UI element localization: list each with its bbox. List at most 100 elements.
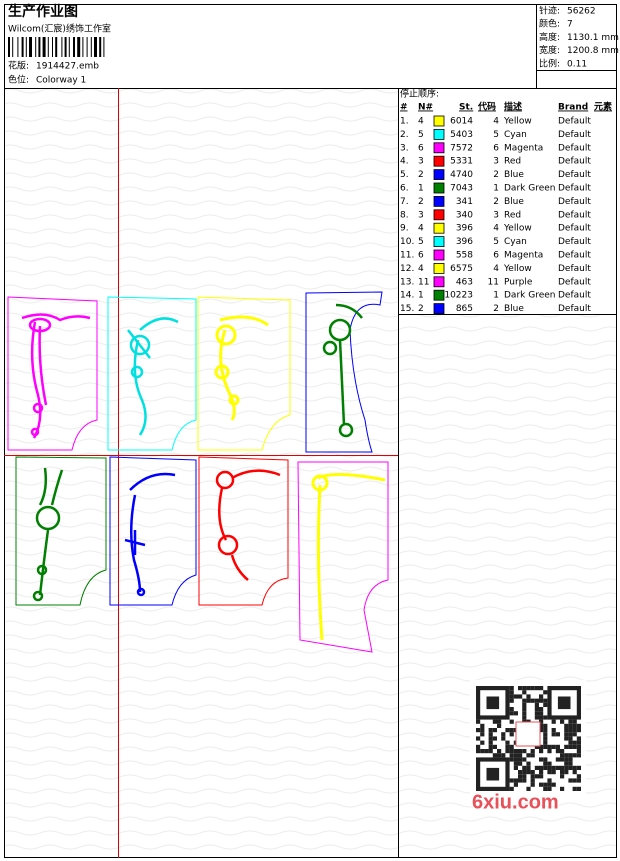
qr-cell — [534, 744, 539, 749]
colorway: Colorway 1 — [36, 76, 86, 86]
row-stitches: 10223 — [444, 291, 473, 301]
row-brand: Default — [558, 184, 591, 194]
row-desc: Purple — [504, 277, 533, 287]
row-stitches: 396 — [456, 224, 473, 234]
qr-cell — [522, 690, 527, 695]
qr-cell — [518, 694, 523, 699]
qr-cell — [547, 761, 552, 766]
row-stitches: 341 — [456, 197, 473, 207]
barcode-bar — [86, 37, 88, 57]
stat-value: 1200.8 mm — [567, 46, 619, 56]
barcode-bar — [68, 37, 70, 57]
qr-cell — [518, 753, 523, 758]
qr-cell — [513, 765, 518, 770]
color-swatch — [433, 169, 445, 181]
qr-cell — [576, 774, 581, 779]
barcode-bar — [35, 37, 37, 57]
barcode-bar — [25, 37, 27, 57]
qr-cell — [539, 757, 544, 762]
row-brand: Default — [558, 130, 591, 140]
qr-cell — [484, 749, 489, 754]
qr-cell — [576, 753, 581, 758]
qr-cell — [530, 778, 535, 783]
qr-cell — [551, 765, 556, 770]
qr-cell — [551, 744, 556, 749]
qr-cell — [522, 778, 527, 783]
qr-cell — [534, 702, 539, 707]
qr-cell — [501, 736, 506, 741]
barcode-bar — [94, 37, 97, 57]
qr-cell — [572, 740, 577, 745]
qr-cell — [518, 770, 523, 775]
qr-cell — [576, 736, 581, 741]
column-header: # — [400, 103, 408, 113]
barcode-bar — [29, 37, 32, 57]
design: 1914427.emb — [36, 62, 99, 72]
qr-cell — [560, 753, 565, 758]
embroidery-layout — [7, 291, 389, 653]
qr-cell — [539, 698, 544, 703]
qr-cell — [576, 749, 581, 754]
row-desc: Magenta — [504, 251, 543, 261]
row-num: 11. — [400, 251, 414, 261]
row-needle: 11 — [418, 277, 429, 287]
row-desc: Yellow — [503, 224, 532, 234]
qr-cell — [564, 770, 569, 775]
qr-finder — [557, 696, 571, 710]
qr-cell — [543, 765, 548, 770]
qr-cell — [551, 728, 556, 733]
row-needle: 1 — [418, 291, 424, 301]
qr-cell — [568, 765, 573, 770]
column-header: Brand — [558, 103, 588, 113]
color-swatch — [433, 195, 445, 207]
qr-cell — [530, 686, 535, 691]
qr-cell — [543, 757, 548, 762]
qr-cell — [526, 761, 531, 766]
qr-cell — [564, 736, 569, 741]
qr-cell — [518, 778, 523, 783]
qr-cell — [526, 753, 531, 758]
qr-cell — [539, 694, 544, 699]
color-swatch — [433, 289, 445, 301]
row-num: 6. — [400, 184, 409, 194]
motif — [311, 472, 386, 641]
qr-cell — [488, 736, 493, 741]
panel-outline — [15, 456, 107, 606]
row-code: 4 — [493, 224, 499, 234]
qr-cell — [576, 728, 581, 733]
row-needle: 4 — [418, 264, 424, 274]
row-num: 9. — [400, 224, 409, 234]
qr-cell — [497, 723, 502, 728]
qr-cell — [509, 686, 514, 691]
row-desc: Magenta — [504, 143, 543, 153]
barcode-bar — [99, 37, 102, 57]
qr-cell — [526, 694, 531, 699]
barcode-bar — [17, 37, 19, 57]
qr-cell — [539, 711, 544, 716]
row-code: 11 — [488, 277, 499, 287]
qr-cell — [509, 786, 514, 791]
row-stitches: 340 — [456, 210, 473, 220]
qr-cell — [488, 744, 493, 749]
qr-cell — [476, 736, 481, 741]
qr-finder — [547, 685, 581, 720]
qr-cell — [509, 719, 514, 724]
row-desc: Yellow — [503, 117, 532, 127]
qr-cell — [564, 732, 569, 737]
qr-cell — [497, 753, 502, 758]
qr-logo — [515, 721, 541, 747]
qr-cell — [505, 728, 510, 733]
qr-cell — [560, 786, 565, 791]
title: 生产作业图 — [8, 3, 78, 20]
row-needle: 6 — [418, 251, 424, 261]
qr-cell — [572, 753, 577, 758]
qr-cell — [476, 728, 481, 733]
qr-cell — [568, 744, 573, 749]
qr-cell — [547, 749, 552, 754]
qr-cell — [539, 728, 544, 733]
qr-cell — [509, 694, 514, 699]
qr-finder — [486, 696, 500, 710]
stat-label: 宽度: — [539, 44, 560, 56]
qr-cell — [501, 732, 506, 737]
